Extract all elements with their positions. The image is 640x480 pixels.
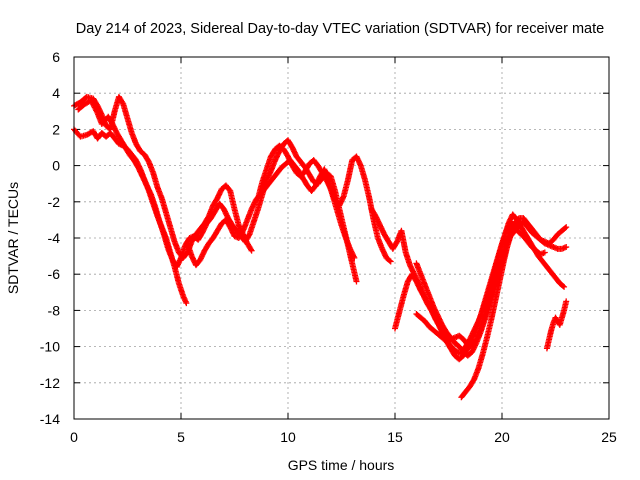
y-tick-label: -4 [48, 230, 61, 246]
x-axis-label: GPS time / hours [288, 457, 395, 473]
data-point [119, 99, 126, 106]
data-point [563, 244, 570, 251]
y-tick-label: -6 [48, 266, 61, 282]
data-point [541, 249, 548, 256]
y-tick-label: 0 [52, 158, 60, 174]
data-point [351, 254, 358, 261]
data-point [513, 218, 520, 225]
y-tick-label: -10 [40, 339, 60, 355]
y-tick-label: -8 [48, 302, 61, 318]
y-tick-label: -14 [40, 411, 60, 427]
chart-title: Day 214 of 2023, Sidereal Day-to-day VTE… [76, 21, 604, 37]
grid [74, 57, 609, 419]
series-7 [392, 218, 548, 363]
data-point [562, 225, 569, 232]
y-axis-label: SDTVAR / TECUs [5, 182, 21, 294]
series-11 [543, 298, 570, 352]
plot-frame [73, 56, 610, 420]
data-point [387, 258, 394, 265]
x-tick-label: 20 [494, 429, 510, 445]
data-point [513, 219, 520, 226]
x-tick-label: 5 [177, 429, 185, 445]
data-points [71, 93, 570, 401]
y-axis: -14 -12 -10 -8 -6 -4 -2 0 2 4 6 [40, 49, 609, 427]
x-axis: 0 5 10 15 20 25 [70, 57, 617, 445]
data-point [563, 298, 570, 305]
y-tick-label: 2 [52, 121, 60, 137]
x-tick-label: 0 [70, 429, 78, 445]
data-point [559, 282, 566, 289]
y-tick-label: 6 [52, 49, 60, 65]
y-tick-label: -2 [48, 194, 61, 210]
data-point [386, 257, 393, 264]
data-point [247, 246, 254, 253]
data-point [563, 224, 570, 231]
series-6 [368, 206, 568, 357]
data-point [183, 300, 190, 307]
y-tick-label: -12 [40, 375, 60, 391]
x-tick-label: 25 [601, 429, 617, 445]
data-point [353, 278, 360, 285]
series-10 [458, 218, 520, 401]
x-tick-label: 15 [387, 429, 403, 445]
data-point [248, 247, 255, 254]
x-tick-label: 10 [280, 429, 296, 445]
y-tick-label: 4 [52, 85, 60, 101]
series-3 [75, 97, 360, 285]
data-point [561, 283, 568, 290]
